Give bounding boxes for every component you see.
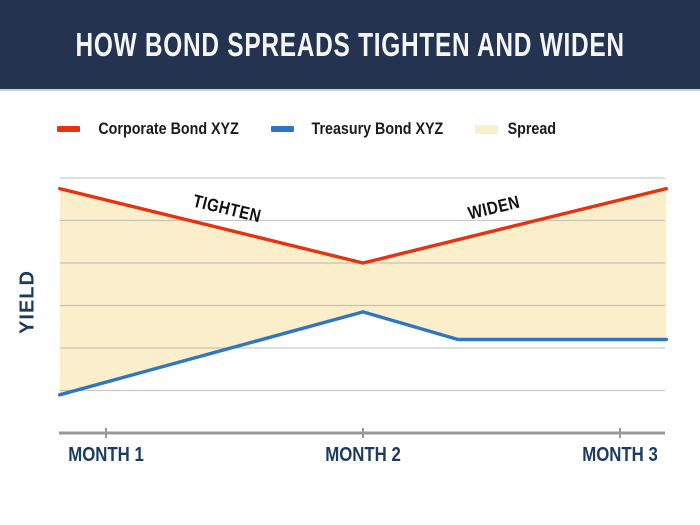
legend-item-corporate-bond: Corporate Bond XYZ [57,119,252,139]
x-tick-label-month-1: MONTH 1 [61,444,151,467]
chart-legend: Corporate Bond XYZ Treasury Bond XYZ Spr… [57,117,561,141]
spread-area [59,188,667,395]
series-line-corporate-bond-xyz [58,186,668,265]
legend-item-spread: Spread [475,119,561,139]
header-banner: HOW BOND SPREADS TIGHTEN AND WIDEN [0,0,700,89]
x-tick-label-month-3: MONTH 3 [575,444,665,467]
page-title: HOW BOND SPREADS TIGHTEN AND WIDEN [0,26,700,64]
legend-item-treasury-bond: Treasury Bond XYZ [271,119,456,139]
page-title-text: HOW BOND SPREADS TIGHTEN AND WIDEN [75,25,625,63]
legend-label: Spread [503,119,561,139]
legend-label-text: Corporate Bond XYZ [98,119,239,138]
y-axis-label: YIELD [17,270,40,334]
x-tick-label-text: MONTH 2 [325,444,401,466]
legend-label-text: Treasury Bond XYZ [311,119,444,138]
series-line-treasury-bond-xyz [58,310,668,397]
legend-label: Corporate Bond XYZ [85,119,252,139]
y-axis-label-text: YIELD [16,270,39,334]
legend-label: Treasury Bond XYZ [299,119,456,139]
x-tick-label-text: MONTH 1 [68,444,144,466]
x-tick-label-text: MONTH 3 [582,444,658,466]
banner-divider [0,89,700,91]
corporate-bond-swatch-icon [57,126,80,132]
legend-label-text: Spread [507,119,557,138]
treasury-bond-swatch-icon [271,126,295,132]
spread-swatch-icon [475,124,498,134]
x-tick-label-month-2: MONTH 2 [318,444,408,467]
